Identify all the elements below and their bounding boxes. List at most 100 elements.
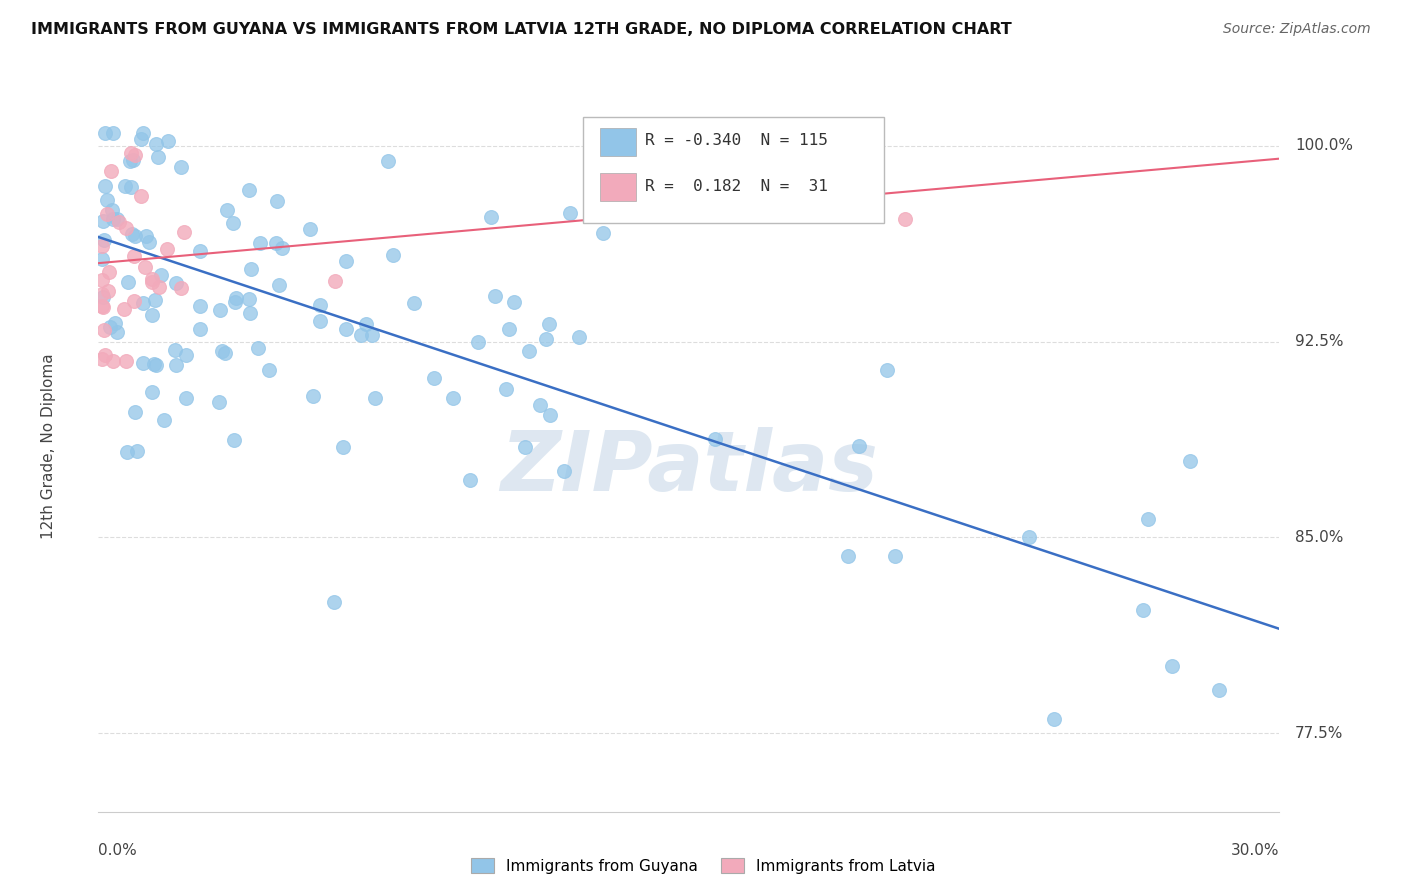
Point (132, 126, 155, 140)
Point (98, 320, 121, 334)
Point (837, 549, 859, 564)
Point (188, 299, 211, 313)
Point (495, 382, 517, 396)
Point (249, 236, 271, 251)
Point (94, 126, 117, 140)
Point (238, 293, 260, 307)
Point (592, 226, 614, 240)
Text: 12th Grade, No Diploma: 12th Grade, No Diploma (41, 353, 56, 539)
Point (141, 271, 163, 285)
Point (107, 326, 129, 340)
Point (350, 327, 373, 342)
Point (91, 286, 114, 301)
Point (141, 276, 163, 290)
Point (124, 229, 146, 244)
Point (143, 357, 166, 371)
Point (458, 473, 481, 487)
Point (103, 126, 125, 140)
Point (309, 313, 332, 327)
Point (266, 194, 288, 208)
Point (173, 226, 195, 240)
Point (502, 295, 524, 310)
Point (519, 344, 541, 359)
Text: R = -0.340  N = 115: R = -0.340 N = 115 (645, 134, 828, 148)
Point (1132, 603, 1154, 617)
Point (124, 148, 146, 162)
Point (848, 439, 870, 453)
Point (190, 244, 212, 259)
Point (441, 391, 464, 405)
Point (323, 594, 346, 608)
Point (270, 241, 292, 255)
Point (112, 301, 135, 316)
Point (115, 354, 138, 368)
Point (484, 289, 506, 303)
Point (538, 409, 561, 423)
Point (101, 202, 124, 217)
Text: 30.0%: 30.0% (1232, 843, 1279, 858)
Point (114, 221, 136, 235)
Point (91, 273, 114, 287)
Point (91, 252, 114, 266)
Point (135, 229, 157, 244)
Point (156, 242, 179, 256)
Point (876, 362, 898, 376)
Text: Source: ZipAtlas.com: Source: ZipAtlas.com (1223, 22, 1371, 37)
Text: 0.0%: 0.0% (98, 843, 138, 858)
Point (361, 327, 384, 342)
Point (1018, 530, 1040, 544)
FancyBboxPatch shape (600, 128, 636, 155)
Point (537, 317, 560, 331)
Point (131, 132, 153, 146)
Point (104, 316, 127, 330)
Point (257, 363, 280, 377)
Point (121, 227, 143, 241)
Point (225, 291, 247, 305)
Point (215, 203, 238, 218)
Point (124, 405, 146, 419)
Point (97, 284, 120, 298)
Point (479, 211, 502, 225)
FancyBboxPatch shape (582, 117, 884, 223)
Point (101, 211, 124, 226)
Point (238, 183, 260, 197)
Point (240, 261, 263, 276)
Point (138, 235, 160, 250)
Point (529, 398, 551, 412)
Point (174, 348, 197, 362)
Point (335, 253, 357, 268)
Point (222, 216, 245, 230)
Point (91, 352, 114, 367)
Point (224, 294, 246, 309)
Point (93, 214, 115, 228)
Point (129, 189, 152, 203)
Point (96, 207, 118, 221)
Point (214, 346, 236, 360)
Point (145, 359, 167, 373)
Point (134, 260, 156, 275)
Point (335, 322, 357, 336)
Point (93, 290, 115, 304)
Point (176, 392, 198, 406)
Text: ZIPatlas: ZIPatlas (501, 427, 877, 508)
Point (165, 343, 187, 358)
Point (117, 275, 139, 289)
FancyBboxPatch shape (600, 173, 636, 201)
Point (132, 295, 155, 310)
Point (269, 277, 291, 292)
Point (239, 306, 262, 320)
Point (894, 211, 917, 226)
Point (1137, 512, 1160, 526)
Point (423, 371, 446, 385)
Point (381, 248, 404, 262)
Point (122, 153, 145, 168)
Point (107, 215, 129, 229)
Point (211, 343, 233, 358)
Point (127, 444, 149, 458)
Point (120, 145, 142, 160)
Point (536, 332, 558, 346)
Point (93, 323, 115, 337)
Point (1208, 683, 1230, 698)
Point (467, 334, 489, 349)
Point (165, 276, 187, 290)
